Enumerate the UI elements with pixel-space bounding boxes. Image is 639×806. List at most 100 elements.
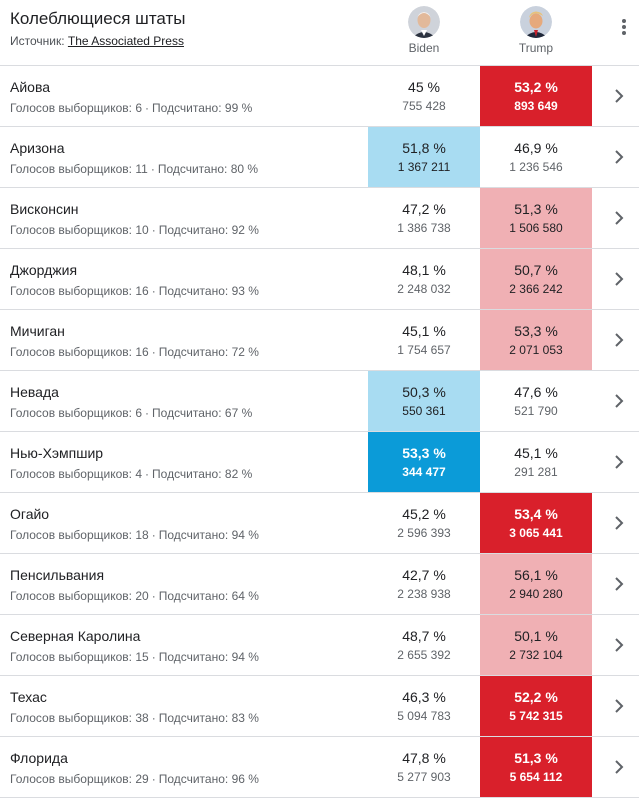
electors-value: 29	[135, 772, 149, 786]
state-name: Айова	[10, 79, 51, 95]
trump-percent: 50,1 %	[514, 628, 558, 644]
chevron-right-icon[interactable]	[612, 271, 626, 287]
biden-result-cell: 53,3 % 344 477	[368, 432, 480, 492]
biden-percent: 45,2 %	[402, 506, 446, 522]
electors-label: Голосов выборщиков:	[10, 162, 132, 176]
state-name: Джорджия	[10, 262, 78, 278]
counted-value: 72 %	[231, 345, 259, 359]
source-label: Источник:	[10, 34, 65, 48]
counted-value: 96 %	[231, 772, 259, 786]
chevron-right-icon[interactable]	[612, 515, 626, 531]
chevron-right-icon[interactable]	[612, 210, 626, 226]
trump-votes: 5 742 315	[509, 709, 563, 723]
biden-result-cell: 46,3 % 5 094 783	[368, 676, 480, 736]
candidate-biden: Biden	[368, 6, 480, 55]
results-header: Колеблющиеся штаты Источник: The Associa…	[0, 0, 639, 66]
counted-label: Подсчитано:	[158, 223, 229, 237]
electors-value: 16	[135, 284, 149, 298]
chevron-right-icon[interactable]	[612, 88, 626, 104]
state-row[interactable]: Джорджия Голосов выборщиков: 16 · Подсчита…	[0, 249, 639, 310]
biden-result-cell: 51,8 % 1 367 211	[368, 127, 480, 187]
chevron-right-icon[interactable]	[612, 454, 626, 470]
source-line: Источник: The Associated Press	[10, 34, 184, 48]
separator-dot: ·	[145, 406, 150, 420]
biden-votes: 2 655 392	[397, 648, 451, 662]
trump-votes: 2 366 242	[509, 282, 563, 296]
state-row[interactable]: Флорида Голосов выборщиков: 29 · Подсчитан…	[0, 737, 639, 798]
electors-value: 20	[135, 589, 149, 603]
state-row[interactable]: Северная Каролина Голосов выборщиков: 15…	[0, 615, 639, 676]
separator-dot: ·	[151, 650, 156, 664]
electors-label: Голосов выборщиков:	[10, 528, 132, 542]
state-name: Мичиган	[10, 323, 65, 339]
state-row[interactable]: Нью-Хэмпшир Голосов выборщиков: 4 · Подсчи…	[0, 432, 639, 493]
trump-result-cell: 53,4 % 3 065 441	[480, 493, 592, 553]
separator-dot: ·	[150, 162, 155, 176]
biden-percent: 48,7 %	[402, 628, 446, 644]
chevron-right-icon[interactable]	[612, 149, 626, 165]
chevron-right-icon[interactable]	[612, 698, 626, 714]
chevron-right-icon[interactable]	[612, 759, 626, 775]
source-link[interactable]: The Associated Press	[67, 34, 184, 48]
chevron-right-icon[interactable]	[612, 393, 626, 409]
state-row[interactable]: Висконсин Голосов выборщиков: 10 · Подсчит…	[0, 188, 639, 249]
biden-votes: 2 248 032	[397, 282, 451, 296]
biden-percent: 42,7 %	[402, 567, 446, 583]
state-row[interactable]: Аризона Голосов выборщиков: 11 · Подсчитан…	[0, 127, 639, 188]
counted-label: Подсчитано:	[158, 711, 229, 725]
chevron-right-icon[interactable]	[612, 332, 626, 348]
biden-votes: 1 386 738	[397, 221, 451, 235]
electors-value: 18	[135, 528, 149, 542]
separator-dot: ·	[151, 772, 156, 786]
trump-votes: 5 654 112	[509, 770, 563, 784]
biden-votes: 755 428	[402, 99, 446, 113]
counted-value: 64 %	[231, 589, 259, 603]
trump-votes: 893 649	[514, 99, 558, 113]
trump-votes: 521 790	[514, 404, 558, 418]
state-row[interactable]: Огайо Голосов выборщиков: 18 · Подсчитано:…	[0, 493, 639, 554]
counted-label: Подсчитано:	[157, 162, 228, 176]
biden-percent: 47,2 %	[402, 201, 446, 217]
state-row[interactable]: Мичиган Голосов выборщиков: 16 · Подсчитан…	[0, 310, 639, 371]
trump-result-cell: 52,2 % 5 742 315	[480, 676, 592, 736]
state-name: Невада	[10, 384, 59, 400]
electors-label: Голосов выборщиков:	[10, 711, 132, 725]
state-row[interactable]: Пенсильвания Голосов выборщиков: 20 · Подс…	[0, 554, 639, 615]
trump-percent: 51,3 %	[514, 201, 558, 217]
trump-percent: 56,1 %	[514, 567, 558, 583]
trump-percent: 47,6 %	[514, 384, 558, 400]
states-list: Айова Голосов выборщиков: 6 · Подсчитано: …	[0, 66, 639, 798]
state-name: Северная Каролина	[10, 628, 141, 644]
electors-label: Голосов выборщиков:	[10, 589, 132, 603]
state-row[interactable]: Айова Голосов выборщиков: 6 · Подсчитано: …	[0, 66, 639, 127]
trump-result-cell: 56,1 % 2 940 280	[480, 554, 592, 614]
trump-percent: 46,9 %	[514, 140, 558, 156]
biden-result-cell: 50,3 % 550 361	[368, 371, 480, 431]
counted-value: 94 %	[231, 528, 259, 542]
state-name: Пенсильвания	[10, 567, 105, 583]
more-options-icon[interactable]	[617, 18, 631, 38]
trump-percent: 50,7 %	[514, 262, 558, 278]
trump-votes: 3 065 441	[509, 526, 563, 540]
trump-result-cell: 45,1 % 291 281	[480, 432, 592, 492]
counted-label: Подсчитано:	[158, 284, 229, 298]
state-name: Нью-Хэмпшир	[10, 445, 104, 461]
electors-value: 4	[135, 467, 143, 481]
counted-value: 94 %	[231, 650, 259, 664]
electors-label: Голосов выборщиков:	[10, 284, 132, 298]
electors-value: 16	[135, 345, 149, 359]
trump-votes: 2 071 053	[509, 343, 563, 357]
state-row[interactable]: Техас Голосов выборщиков: 38 · Подсчитано:…	[0, 676, 639, 737]
state-meta: Голосов выборщиков: 10 · Подсчитано: 92 %	[10, 223, 259, 237]
page-title: Колеблющиеся штаты	[10, 9, 186, 28]
trump-result-cell: 50,7 % 2 366 242	[480, 249, 592, 309]
chevron-right-icon[interactable]	[612, 637, 626, 653]
state-row[interactable]: Невада Голосов выборщиков: 6 · Подсчитано:…	[0, 371, 639, 432]
trump-portrait-icon	[520, 6, 552, 38]
biden-percent: 45 %	[408, 79, 440, 95]
chevron-right-icon[interactable]	[612, 576, 626, 592]
electors-value: 38	[135, 711, 149, 725]
biden-votes: 2 596 393	[397, 526, 451, 540]
separator-dot: ·	[151, 711, 156, 725]
state-name: Флорида	[10, 750, 68, 766]
